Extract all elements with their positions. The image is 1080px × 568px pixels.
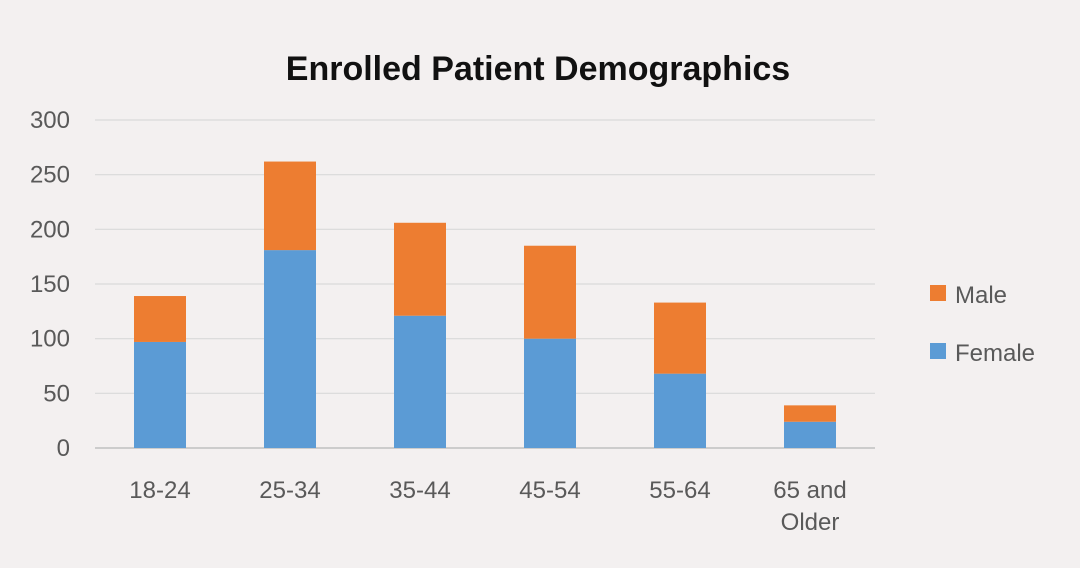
x-tick-label: 65 and bbox=[773, 477, 846, 504]
bar-male-65-and-older bbox=[784, 405, 836, 422]
x-tick-label: Older bbox=[781, 509, 840, 536]
legend-swatch-male bbox=[930, 285, 946, 301]
legend-swatch-female bbox=[930, 343, 946, 359]
y-axis-ticks: 0 50 100 150 200 250 300 bbox=[30, 107, 70, 462]
bar-female-25-34 bbox=[264, 250, 316, 448]
legend: Male Female bbox=[930, 282, 1035, 367]
bar-male-55-64 bbox=[654, 302, 706, 374]
x-tick-label: 25-34 bbox=[259, 477, 320, 504]
y-tick-label: 50 bbox=[43, 380, 70, 407]
y-tick-label: 250 bbox=[30, 162, 70, 189]
grid-lines bbox=[95, 119, 875, 449]
bar-female-18-24 bbox=[134, 341, 186, 448]
y-tick-label: 150 bbox=[30, 271, 70, 298]
chart-title: Enrolled Patient Demographics bbox=[286, 50, 790, 88]
bar-male-25-34 bbox=[264, 161, 316, 251]
y-tick-label: 200 bbox=[30, 216, 70, 243]
x-tick-label: 18-24 bbox=[129, 477, 190, 504]
bar-female-35-44 bbox=[394, 315, 446, 448]
legend-label-female: Female bbox=[955, 340, 1035, 367]
bar-male-45-54 bbox=[524, 245, 576, 339]
bar-male-35-44 bbox=[394, 222, 446, 316]
x-tick-label: 55-64 bbox=[649, 477, 710, 504]
bars bbox=[134, 161, 836, 448]
y-tick-label: 100 bbox=[30, 326, 70, 353]
y-tick-label: 300 bbox=[30, 107, 70, 134]
x-tick-label: 45-54 bbox=[519, 477, 580, 504]
bar-male-18-24 bbox=[134, 296, 186, 342]
y-tick-label: 0 bbox=[57, 435, 70, 462]
x-tick-label: 35-44 bbox=[389, 477, 450, 504]
bar-female-65-and-older bbox=[784, 421, 836, 448]
legend-label-male: Male bbox=[955, 282, 1007, 309]
bar-female-45-54 bbox=[524, 338, 576, 448]
bar-female-55-64 bbox=[654, 373, 706, 448]
x-axis-ticks: 18-24 25-34 35-44 45-54 55-64 65 and Older bbox=[129, 477, 846, 536]
